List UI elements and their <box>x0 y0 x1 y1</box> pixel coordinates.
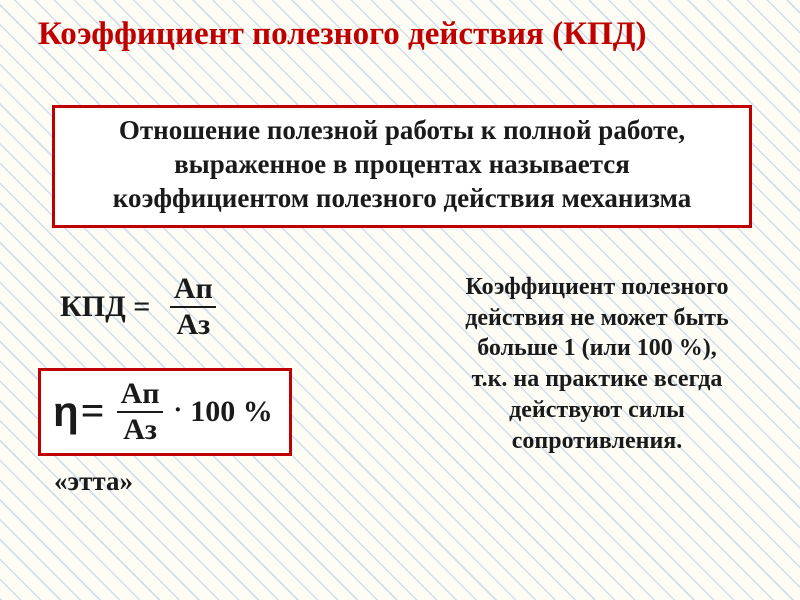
eta-symbol: η <box>53 388 79 436</box>
note-line-3: больше 1 (или 100 %), <box>477 335 717 361</box>
definition-text: Отношение полезной работы к полной работ… <box>113 115 691 213</box>
note-line-4: т.к. на практике всегда <box>472 366 723 392</box>
formula2-tail: 100 % <box>190 395 273 429</box>
note-text: Коэффициент полезного действия не может … <box>422 272 772 456</box>
formula1-denominator: Аз <box>170 306 216 340</box>
etta-label: «этта» <box>54 466 133 497</box>
note-line-1: Коэффициент полезного <box>465 274 728 300</box>
formula2-denominator: Аз <box>117 411 163 445</box>
formula1-lhs: КПД = <box>60 290 158 324</box>
formula-kpd-ratio: КПД = Ап Аз <box>60 274 219 340</box>
note-line-2: действия не может быть <box>465 305 729 331</box>
formula2-eq: = <box>81 388 105 436</box>
formula2-numerator: Ап <box>115 379 166 411</box>
slide-title: Коэффициент полезного действия (КПД) <box>38 16 770 54</box>
formula1-numerator: Ап <box>168 274 219 306</box>
definition-box: Отношение полезной работы к полной работ… <box>52 105 752 228</box>
formula2-fraction: Ап Аз <box>115 379 166 445</box>
note-line-6: сопротивления. <box>512 428 683 454</box>
multiply-dot-icon: · <box>174 395 183 425</box>
note-line-5: действуют силы <box>509 397 685 423</box>
formula-eta-box: η = Ап Аз · 100 % <box>38 368 292 456</box>
formula1-fraction: Ап Аз <box>168 274 219 340</box>
